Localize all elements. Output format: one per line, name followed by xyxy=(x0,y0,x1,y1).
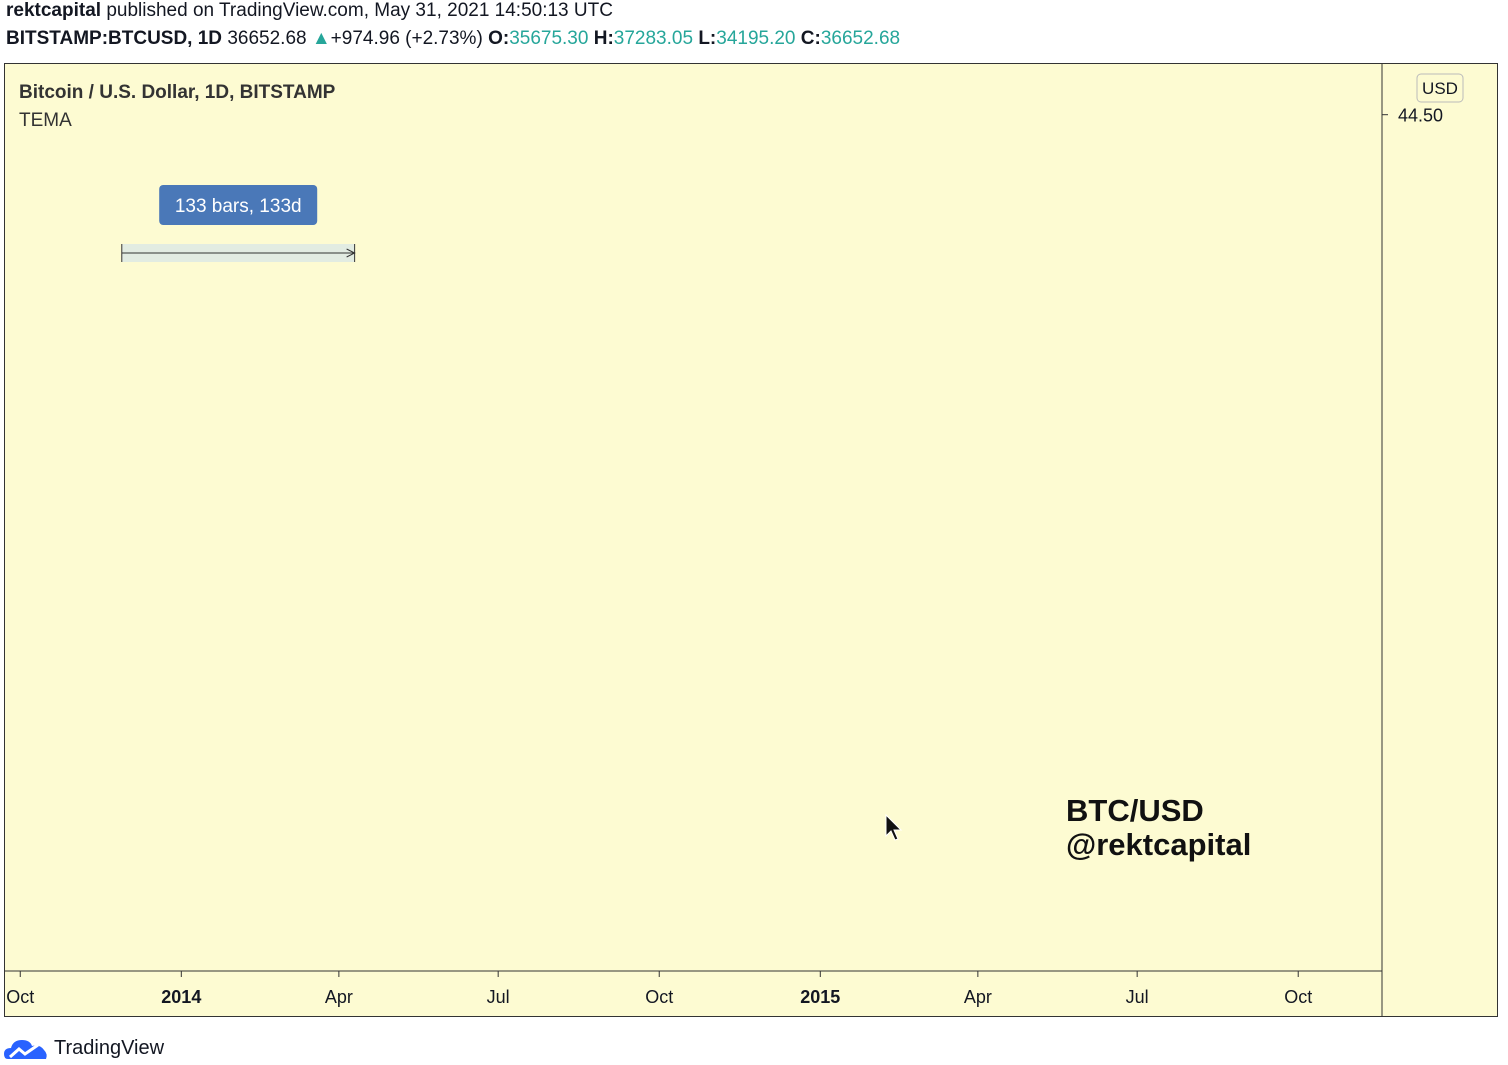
last-price: 36652.68 xyxy=(227,28,307,49)
time-tick-label: 2014 xyxy=(161,987,201,1007)
low-label: L: xyxy=(698,28,717,49)
published-text: published on TradingView.com, May 31, 20… xyxy=(106,0,613,21)
time-tick-label: Jul xyxy=(487,987,510,1007)
bars-label-box xyxy=(159,185,318,225)
tradingview-cloud-icon xyxy=(4,1040,47,1059)
high-label: H: xyxy=(593,28,614,49)
watermark-pair: BTC/USD xyxy=(1066,793,1204,828)
chart-panel[interactable]: 133 bars, 133d−381.22 (−71.53%) −38122 4… xyxy=(4,63,1498,1017)
currency-badge xyxy=(1416,73,1464,103)
currency-label: USD xyxy=(1422,79,1458,98)
symbol-label: BITSTAMP:BTCUSD, 1D xyxy=(6,28,223,49)
price-tick-label: 44.50 xyxy=(1398,106,1443,126)
chart-canvas[interactable]: 133 bars, 133d−381.22 (−71.53%) −38122 4… xyxy=(5,64,1497,1016)
low-value: 34195.20 xyxy=(716,28,796,49)
time-axis-background xyxy=(5,971,1382,1016)
footer-brand[interactable]: TradingView xyxy=(4,1033,164,1063)
open-label: O: xyxy=(488,28,510,49)
close-value: 36652.68 xyxy=(820,28,901,49)
bars-label-text: 133 bars, 133d xyxy=(175,196,302,217)
axes-layer: 44.50USD330.83Oct2014AprJulOct2015AprJul… xyxy=(5,64,1464,1016)
time-tick-label: Apr xyxy=(964,987,992,1007)
annotation-overlay: 133 bars, 133d−381.22 (−71.53%) −38122 xyxy=(121,185,356,262)
legend-indicator-tema[interactable]: TEMA xyxy=(19,110,72,131)
time-tick-label: Oct xyxy=(6,987,34,1007)
open-value: 35675.30 xyxy=(509,28,589,49)
close-label: C: xyxy=(800,28,821,49)
publish-line: rektcapital published on TradingView.com… xyxy=(6,0,613,22)
legend-title: Bitcoin / U.S. Dollar, 1D, BITSTAMP xyxy=(19,82,336,103)
author-name[interactable]: rektcapital xyxy=(6,0,102,21)
measure-arrow-right-icon xyxy=(346,248,356,258)
mouse-cursor-icon xyxy=(885,813,903,841)
watermark-handle: @rektcapital xyxy=(1066,827,1251,862)
ohlc-line: BITSTAMP:BTCUSD, 1D 36652.68 ▲+974.96 (+… xyxy=(6,28,900,50)
time-tick-label: Oct xyxy=(1284,987,1312,1007)
time-tick-label: Oct xyxy=(645,987,673,1007)
up-arrow-icon: ▲ xyxy=(311,28,331,49)
time-tick-label: Jul xyxy=(1126,987,1149,1007)
price-axis-background xyxy=(1382,64,1497,1016)
change-value: +974.96 (+2.73%) xyxy=(330,28,483,49)
time-tick-label: Apr xyxy=(325,987,353,1007)
high-value: 37283.05 xyxy=(613,28,694,49)
tradingview-brand-text: TradingView xyxy=(54,1036,165,1059)
time-tick-label: 2015 xyxy=(800,987,840,1007)
